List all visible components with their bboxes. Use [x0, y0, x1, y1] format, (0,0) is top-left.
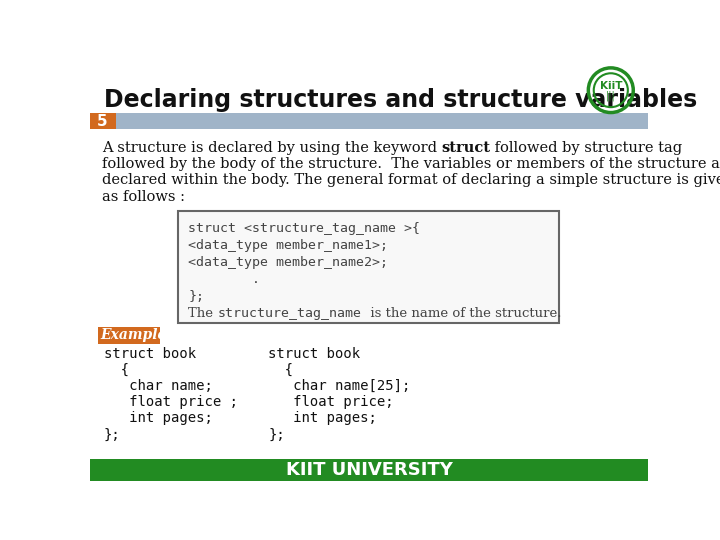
Text: <data_type member_name2>;: <data_type member_name2>; — [189, 256, 388, 269]
Text: A structure is declared by using the keyword: A structure is declared by using the key… — [102, 141, 441, 155]
Text: <data_type member_name1>;: <data_type member_name1>; — [189, 239, 388, 252]
Text: 5: 5 — [97, 113, 108, 129]
Text: followed by the body of the structure.  The variables or members of the structur: followed by the body of the structure. T… — [102, 157, 720, 171]
Text: as follows :: as follows : — [102, 190, 184, 204]
Text: struct: struct — [441, 141, 490, 155]
Text: };: }; — [269, 428, 285, 442]
Text: struct book: struct book — [104, 347, 196, 361]
Text: int pages;: int pages; — [104, 411, 213, 426]
FancyBboxPatch shape — [98, 327, 160, 343]
FancyBboxPatch shape — [90, 112, 116, 130]
Text: structure_tag_name: structure_tag_name — [217, 307, 361, 320]
Text: struct book: struct book — [269, 347, 361, 361]
Text: Example: Example — [100, 328, 166, 342]
Text: |||: ||| — [606, 90, 616, 101]
Text: {: { — [269, 363, 293, 377]
Text: struct <structure_tag_name >{: struct <structure_tag_name >{ — [189, 222, 420, 235]
Text: is the name of the structure.: is the name of the structure. — [361, 307, 561, 320]
FancyBboxPatch shape — [90, 459, 648, 481]
Text: The: The — [189, 307, 217, 320]
FancyBboxPatch shape — [90, 112, 648, 130]
Text: float price ;: float price ; — [104, 395, 238, 409]
Text: Declaring structures and structure variables: Declaring structures and structure varia… — [104, 88, 697, 112]
Text: char name[25];: char name[25]; — [269, 379, 410, 393]
Text: };: }; — [189, 289, 204, 302]
FancyBboxPatch shape — [178, 211, 559, 323]
Text: followed by structure tag: followed by structure tag — [490, 141, 683, 155]
Text: float price;: float price; — [269, 395, 394, 409]
Text: };: }; — [104, 428, 121, 442]
Text: .: . — [189, 273, 261, 286]
Text: KIIT UNIVERSITY: KIIT UNIVERSITY — [286, 461, 452, 479]
Text: declared within the body. The general format of declaring a simple structure is : declared within the body. The general fo… — [102, 173, 720, 187]
Text: int pages;: int pages; — [269, 411, 377, 426]
Text: {: { — [104, 363, 129, 377]
Text: KiiT: KiiT — [600, 82, 622, 91]
Text: char name;: char name; — [104, 379, 213, 393]
